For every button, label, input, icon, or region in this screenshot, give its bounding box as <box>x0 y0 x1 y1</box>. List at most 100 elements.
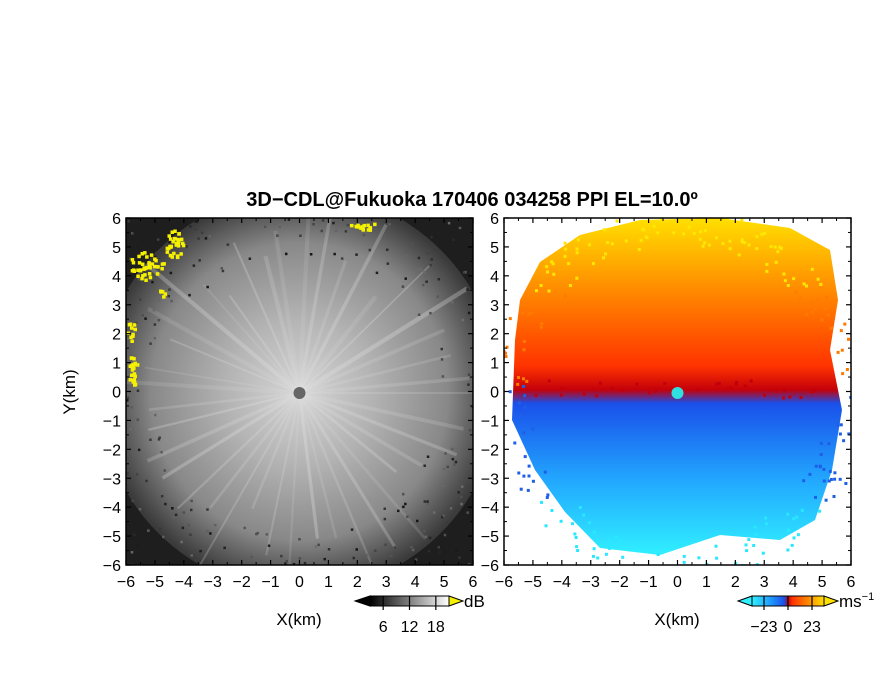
velocity-zero-pixel <box>610 387 613 390</box>
velocity-speckle <box>528 465 531 468</box>
reflectivity-speckle <box>402 285 405 288</box>
velocity-x-tick-label: 4 <box>789 574 798 591</box>
velocity-speckle <box>833 478 836 481</box>
reflectivity-x-tick-label: −6 <box>117 574 135 591</box>
velocity-speckle <box>564 248 567 251</box>
reflectivity-speckle <box>424 500 427 503</box>
reflectivity-speckle <box>147 298 150 301</box>
reflectivity-speckle <box>127 337 130 340</box>
velocity-echo-field <box>512 218 842 555</box>
reflectivity-highlight-pixel <box>144 279 148 283</box>
reflectivity-y-tick-label: −5 <box>103 529 121 546</box>
reflectivity-highlight-pixel <box>179 252 183 256</box>
velocity-speckle <box>615 545 618 548</box>
reflectivity-speckle <box>324 558 327 561</box>
reflectivity-speckle <box>447 466 450 469</box>
reflectivity-highlight-pixel <box>132 380 136 384</box>
velocity-zero-pixel <box>583 393 586 396</box>
velocity-speckle <box>829 470 832 473</box>
velocity-zero-pixel <box>622 390 625 393</box>
reflectivity-speckle <box>351 528 354 531</box>
reflectivity-speckle <box>193 264 196 267</box>
velocity-speckle <box>856 345 859 348</box>
velocity-speckle <box>576 248 579 251</box>
reflectivity-speckle <box>201 232 204 235</box>
reflectivity-speckle <box>424 465 427 468</box>
velocity-y-tick-label: −3 <box>481 471 499 488</box>
velocity-speckle <box>653 225 656 228</box>
velocity-speckle <box>754 533 757 536</box>
velocity-speckle <box>530 311 533 314</box>
reflectivity-speckle <box>335 230 338 233</box>
velocity-speckle <box>573 533 576 536</box>
velocity-speckle <box>516 383 519 386</box>
velocity-speckle <box>825 499 828 502</box>
reflectivity-speckle <box>133 533 136 536</box>
velocity-x-tick-label: −2 <box>611 574 629 591</box>
velocity-x-tick-label: 0 <box>673 574 682 591</box>
reflectivity-speckle <box>195 228 198 231</box>
reflectivity-speckle <box>190 509 193 512</box>
reflectivity-speckle <box>187 524 190 527</box>
velocity-speckle <box>505 355 508 358</box>
velocity-x-tick-label: −3 <box>582 574 600 591</box>
velocity-speckle <box>656 231 659 234</box>
velocity-speckle <box>837 351 840 354</box>
radar-site-marker <box>294 387 306 399</box>
velocity-speckle <box>550 509 553 512</box>
velocity-speckle <box>786 513 789 516</box>
velocity-speckle <box>657 553 660 556</box>
velocity-zero-pixel <box>783 389 786 392</box>
reflectivity-speckle <box>384 508 387 511</box>
reflectivity-speckle <box>347 224 350 227</box>
velocity-speckle <box>544 471 547 474</box>
reflectivity-speckle <box>416 520 419 523</box>
velocity-speckle <box>499 451 502 454</box>
reflectivity-speckle <box>402 506 405 509</box>
velocity-y-tick-label: 6 <box>490 211 499 228</box>
reflectivity-speckle <box>286 560 289 563</box>
velocity-speckle <box>571 522 574 525</box>
reflectivity-speckle <box>136 246 139 249</box>
reflectivity-highlight-pixel <box>171 240 175 244</box>
reflectivity-speckle <box>129 428 132 431</box>
reflectivity-speckle <box>157 238 160 241</box>
velocity-speckle <box>729 247 732 250</box>
velocity-speckle <box>863 419 866 422</box>
reflectivity-speckle <box>142 314 145 317</box>
velocity-speckle <box>857 435 860 438</box>
velocity-colorbar-tick-label: 23 <box>803 619 821 636</box>
reflectivity-speckle <box>206 530 209 533</box>
reflectivity-highlight-pixel <box>130 326 134 330</box>
reflectivity-speckle <box>244 527 247 530</box>
velocity-speckle <box>745 543 748 546</box>
velocity-speckle <box>522 475 525 478</box>
reflectivity-speckle <box>430 236 433 239</box>
reflectivity-speckle <box>469 429 472 432</box>
velocity-speckle <box>808 473 811 476</box>
velocity-zero-pixel <box>729 386 732 389</box>
velocity-zero-pixel <box>595 394 598 397</box>
velocity-colorbar-unit-base: ms <box>839 592 862 611</box>
velocity-zero-pixel <box>750 379 753 382</box>
velocity-speckle <box>814 496 817 499</box>
velocity-x-tick-label: 1 <box>702 574 711 591</box>
velocity-speckle <box>588 521 591 524</box>
reflectivity-speckle <box>460 496 463 499</box>
reflectivity-speckle <box>415 242 418 245</box>
velocity-speckle <box>517 472 520 475</box>
reflectivity-speckle <box>160 451 163 454</box>
reflectivity-speckle <box>127 397 130 400</box>
velocity-speckle <box>593 547 596 550</box>
reflectivity-y-tick-label: 2 <box>112 327 121 344</box>
velocity-speckle <box>608 547 611 550</box>
velocity-speckle <box>855 440 858 443</box>
reflectivity-highlight-pixel <box>373 223 377 227</box>
velocity-speckle <box>818 510 821 513</box>
velocity-speckle <box>791 544 794 547</box>
reflectivity-highlight-pixel <box>128 323 132 327</box>
velocity-x-tick-label: 5 <box>818 574 827 591</box>
velocity-speckle <box>604 252 607 255</box>
